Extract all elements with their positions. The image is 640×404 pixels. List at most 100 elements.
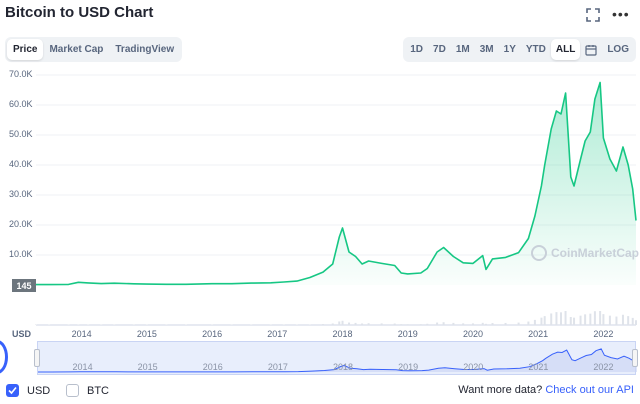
volume-bar	[295, 324, 298, 325]
y-tick-label: 50.0K	[9, 129, 33, 139]
volume-bar	[599, 311, 602, 325]
navigator-area	[38, 348, 637, 372]
x-tick-label: 2020	[462, 329, 483, 339]
x-tick-label: 2018	[332, 329, 353, 339]
volume-bar	[100, 324, 103, 325]
y-tick-label: 70.0K	[9, 69, 33, 79]
chart-title: Bitcoin to USD Chart	[5, 4, 154, 21]
navigator-tick-label: 2017	[267, 362, 288, 372]
legend-usd[interactable]: USD	[6, 384, 50, 397]
volume-bar	[400, 324, 403, 325]
volume-bar	[555, 312, 558, 325]
volume-bar	[543, 316, 546, 325]
legend-btc-label: BTC	[87, 384, 109, 397]
volume-bar	[338, 321, 341, 325]
volume-bar	[471, 323, 474, 325]
volume-bar	[321, 324, 324, 325]
volume-bar	[589, 313, 592, 325]
legend-btc[interactable]: BTC	[66, 384, 109, 397]
volume-bar	[250, 324, 253, 325]
current-price-tag: 145	[12, 279, 36, 292]
price-area	[36, 82, 636, 285]
range-3m-button[interactable]: 3M	[479, 44, 494, 55]
volume-bar	[419, 324, 422, 325]
x-tick-label: 2021	[528, 329, 549, 339]
volume-bar	[87, 324, 90, 325]
volume-bar	[35, 324, 37, 325]
volume-bar	[308, 324, 311, 325]
volume-bar	[533, 319, 536, 325]
volume-bar	[211, 324, 214, 325]
range-7d-button[interactable]: 7D	[433, 44, 446, 55]
y-tick-label: 30.0K	[9, 189, 33, 199]
volume-bar	[608, 315, 611, 325]
volume-bar	[361, 323, 364, 325]
volume-bar	[354, 322, 357, 325]
range-navigator[interactable]	[37, 341, 638, 375]
volume-bar	[627, 316, 630, 325]
api-prompt: Want more data? Check out our API	[458, 384, 634, 396]
range-ytd-button[interactable]: YTD	[525, 44, 546, 55]
currency-axis-label: USD	[12, 329, 32, 339]
navigator-tick-label: 2014	[72, 362, 93, 372]
volume-bar	[631, 317, 634, 325]
range-all-button[interactable]: ALL	[550, 39, 581, 60]
volume-bar	[550, 313, 553, 325]
volume-bar	[113, 324, 116, 325]
volume-bar	[348, 322, 351, 325]
more-dots-icon[interactable]: •••	[612, 6, 630, 22]
range-1y-button[interactable]: 1Y	[503, 44, 516, 55]
api-link[interactable]: Check out our API	[545, 384, 634, 396]
tab-market-cap[interactable]: Market Cap	[49, 44, 104, 55]
volume-bar	[282, 324, 285, 325]
volume-bar	[393, 323, 396, 325]
volume-bar	[517, 322, 520, 325]
expand-icon[interactable]	[586, 8, 600, 22]
volume-bar	[341, 320, 344, 325]
volume-bar	[165, 324, 168, 325]
x-tick-label: 2015	[136, 329, 157, 339]
navigator-tick-label: 2016	[202, 362, 223, 372]
navigator-chart	[38, 348, 638, 373]
calendar-button[interactable]	[580, 39, 602, 60]
coinmarketcap-logo-icon	[531, 245, 547, 261]
btc-checkbox[interactable]	[66, 384, 79, 397]
volume-bar	[185, 324, 187, 325]
range-1m-button[interactable]: 1M	[455, 44, 470, 55]
volume-bar	[380, 323, 383, 325]
volume-bar	[132, 324, 135, 325]
price-chart[interactable]	[0, 60, 640, 340]
volume-bar	[560, 312, 562, 325]
tab-price[interactable]: Price	[7, 39, 44, 60]
volume-bar	[621, 314, 624, 325]
navigator-tick-label: 2020	[463, 362, 484, 372]
view-tabs: Price Market Cap TradingView	[5, 37, 183, 62]
navigator-right-handle[interactable]	[632, 349, 638, 367]
x-tick-label: 2019	[397, 329, 418, 339]
y-tick-label: 20.0K	[9, 219, 33, 229]
volume-bar	[481, 322, 484, 325]
legend-usd-label: USD	[27, 384, 51, 397]
tab-tradingview[interactable]: TradingView	[115, 44, 175, 55]
calendar-icon	[585, 44, 597, 56]
navigator-left-handle[interactable]	[34, 349, 40, 367]
volume-bar	[462, 323, 465, 325]
navigator-tick-label: 2021	[528, 362, 549, 372]
watermark-text: CoinMarketCap	[551, 246, 640, 260]
range-1d-button[interactable]: 1D	[410, 44, 424, 55]
volume-bar	[573, 317, 576, 325]
volume-bar	[230, 324, 233, 325]
range-log-button[interactable]: LOG	[607, 44, 629, 55]
price-line	[36, 81, 637, 286]
x-tick-label: 2017	[267, 329, 288, 339]
volume-bar	[406, 324, 409, 325]
floating-widget-icon[interactable]	[0, 340, 8, 374]
volume-bar	[67, 324, 70, 325]
volume-bar	[491, 323, 494, 325]
volume-bar	[593, 311, 596, 325]
volume-bar	[48, 324, 51, 325]
usd-checkbox[interactable]	[6, 384, 19, 397]
time-range-selector: 1D 7D 1M 3M 1Y YTD ALL LOG	[403, 37, 636, 62]
volume-bar	[145, 324, 148, 325]
volume-bar	[331, 323, 334, 325]
